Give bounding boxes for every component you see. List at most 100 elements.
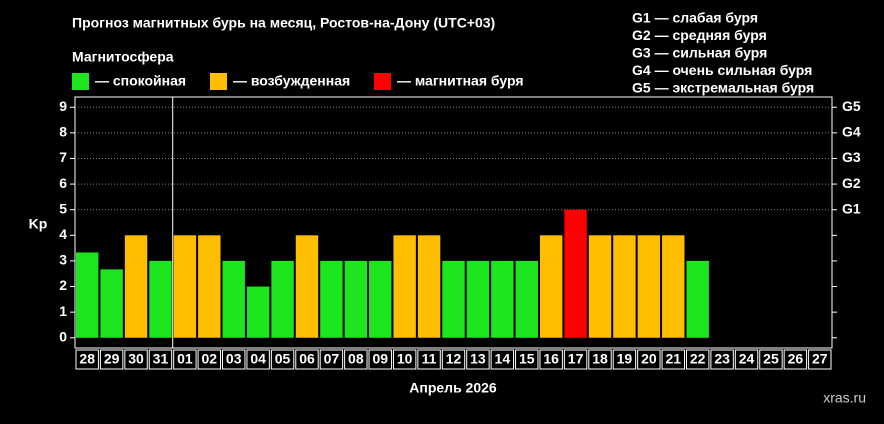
x-tick-box (222, 349, 246, 370)
x-tick-box (148, 349, 173, 370)
x-tick-label: 28 (79, 351, 95, 367)
y-tick-label: 6 (59, 175, 67, 191)
g-scale-note: G4 — очень сильная буря (632, 62, 812, 78)
x-tick-box (734, 349, 759, 370)
x-tick-box (612, 349, 637, 370)
y-tick-label: 1 (59, 303, 67, 319)
x-tick-label: 26 (788, 351, 804, 367)
bar (124, 235, 148, 338)
x-tick-label: 15 (519, 351, 535, 367)
x-tick-box (539, 349, 563, 370)
x-tick-box (808, 349, 832, 370)
bar (344, 260, 368, 338)
bar (393, 235, 416, 338)
g-scale-note: G3 — сильная буря (632, 45, 767, 61)
y2-tick-label: G3 (842, 149, 861, 165)
bar (613, 235, 636, 338)
x-tick-box (124, 349, 148, 370)
x-axis-label: Апрель 2026 (409, 380, 497, 396)
y-tick-label: 0 (59, 328, 67, 344)
bar (369, 260, 392, 338)
x-tick-box (295, 349, 319, 370)
x-tick-label: 02 (202, 351, 218, 367)
x-tick-label: 04 (250, 351, 266, 367)
x-tick-box (392, 349, 417, 370)
x-tick-box (759, 349, 783, 370)
y-axis-label: Kp (29, 216, 48, 232)
plot-frame (74, 96, 833, 349)
bar (295, 235, 319, 338)
x-tick-box (270, 349, 295, 370)
legend-label: — спокойная (95, 73, 186, 89)
legend-label: — возбужденная (233, 73, 350, 89)
y2-tick-label: G2 (842, 175, 861, 191)
bar (173, 235, 197, 338)
x-tick-box (246, 349, 270, 370)
bar (149, 260, 172, 338)
x-tick-label: 24 (739, 351, 755, 367)
x-tick-label: 01 (177, 351, 193, 367)
y2-tick-label: G4 (842, 124, 861, 140)
x-tick-label: 10 (397, 351, 413, 367)
x-tick-box (441, 349, 466, 370)
y-tick-label: 4 (59, 226, 67, 242)
g-scale-note: G1 — слабая буря (632, 10, 758, 26)
x-tick-box (685, 349, 710, 370)
bar (466, 260, 490, 338)
bar (662, 235, 685, 338)
y-tick-label: 2 (59, 277, 67, 293)
bar (637, 235, 661, 338)
g-scale-note: G2 — средняя буря (632, 27, 767, 43)
bar (588, 235, 612, 338)
x-tick-box (75, 349, 99, 370)
bar (271, 260, 294, 338)
g-scale-note: G5 — экстремальная буря (632, 80, 814, 96)
x-tick-label: 18 (592, 351, 608, 367)
x-tick-label: 16 (543, 351, 559, 367)
legend-swatch (72, 73, 89, 90)
x-tick-label: 27 (812, 351, 828, 367)
bar (564, 209, 587, 338)
bar (100, 269, 123, 338)
bar (442, 260, 465, 338)
x-tick-box (344, 349, 368, 370)
x-tick-box (515, 349, 539, 370)
bar (246, 286, 270, 338)
x-tick-box (368, 349, 392, 370)
x-tick-label: 25 (763, 351, 779, 367)
x-tick-label: 11 (422, 351, 437, 367)
x-tick-label: 22 (690, 351, 706, 367)
x-tick-box (490, 349, 515, 370)
x-tick-label: 03 (226, 351, 242, 367)
x-tick-label: 21 (665, 351, 681, 367)
x-tick-label: 19 (617, 351, 633, 367)
bar (320, 260, 343, 338)
x-tick-box (417, 349, 441, 370)
bar (222, 260, 245, 338)
x-tick-box (197, 349, 222, 370)
x-tick-label: 14 (495, 351, 511, 367)
x-tick-box (783, 349, 808, 370)
x-tick-label: 23 (714, 351, 730, 367)
x-tick-label: 13 (470, 351, 486, 367)
y2-tick-label: G1 (842, 200, 861, 216)
x-tick-box (661, 349, 685, 370)
x-tick-box (319, 349, 344, 370)
y-tick-label: 9 (59, 98, 67, 114)
x-tick-label: 20 (641, 351, 657, 367)
x-tick-label: 31 (153, 351, 169, 367)
bar (198, 235, 221, 338)
bar (686, 260, 709, 338)
x-tick-box (173, 349, 197, 370)
x-tick-label: 12 (446, 351, 462, 367)
legend-swatch (210, 73, 227, 90)
x-tick-box (99, 349, 124, 370)
bar (417, 235, 441, 338)
x-tick-label: 08 (348, 351, 364, 367)
y-tick-label: 3 (59, 252, 67, 268)
y-tick-label: 5 (59, 200, 67, 216)
x-tick-label: 30 (128, 351, 144, 367)
x-tick-box (710, 349, 734, 370)
x-tick-box (637, 349, 661, 370)
x-tick-label: 17 (568, 351, 584, 367)
